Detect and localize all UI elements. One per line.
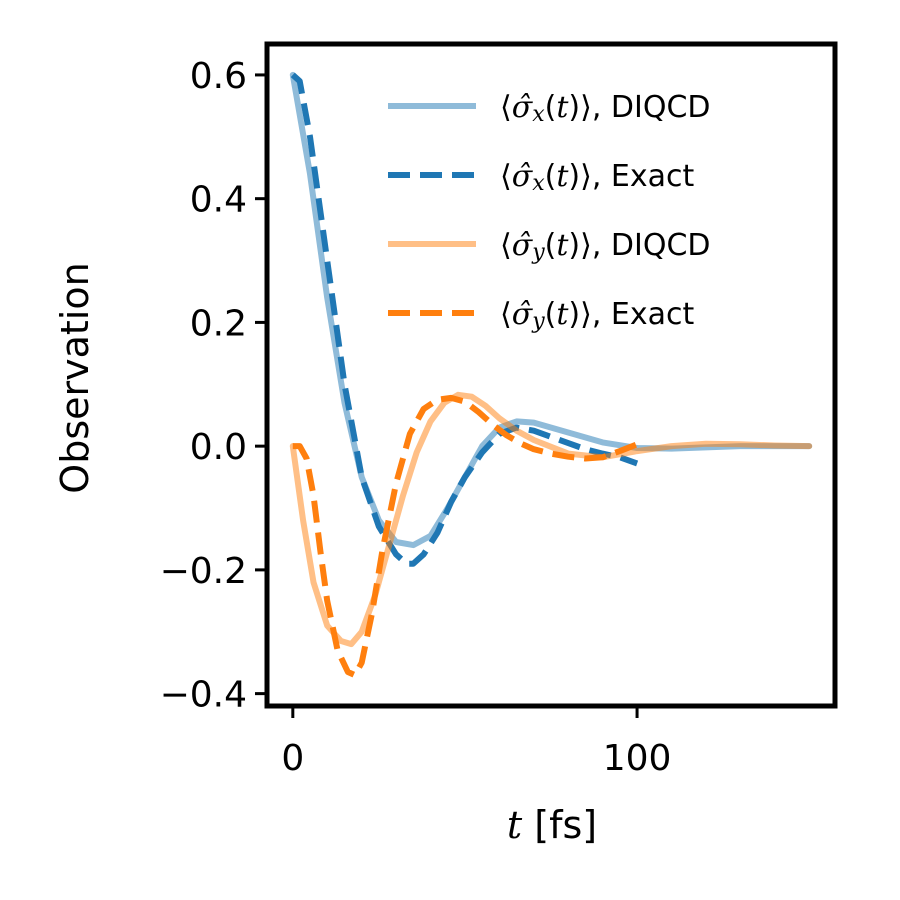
legend-label-1: ⟨σ̂x(t)⟩, DIQCD <box>500 90 711 127</box>
y-tick-label: 0.2 <box>190 303 247 344</box>
x-tick-label: 0 <box>281 738 304 779</box>
legend-label-2: ⟨σ̂x(t)⟩, Exact <box>500 159 694 196</box>
series-line-3 <box>289 391 813 648</box>
y-tick-label: 0.6 <box>190 56 247 97</box>
ticks-layer: 0 100 0.6 0.4 0.2 0.0 −0.2 −0.4 <box>160 56 672 779</box>
y-tick-label: −0.2 <box>160 551 247 592</box>
plot-frame <box>264 41 838 709</box>
legend-label-4: ⟨σ̂y(t)⟩, Exact <box>500 297 694 334</box>
x-axis-label: t [fs] <box>507 803 597 847</box>
x-tick-label: 100 <box>603 738 672 779</box>
legend: ⟨σ̂x(t)⟩, DIQCD ⟨σ̂x(t)⟩, Exact ⟨σ̂y(t)⟩, … <box>388 90 711 334</box>
y-tick-label: 0.4 <box>190 180 247 221</box>
y-tick-label: 0.0 <box>190 427 247 468</box>
legend-label-3: ⟨σ̂y(t)⟩, DIQCD <box>500 228 711 265</box>
series-line-4 <box>292 394 639 679</box>
y-tick-label: −0.4 <box>160 675 247 716</box>
y-axis-label: Observation <box>53 262 97 493</box>
series-layer <box>289 71 813 679</box>
series-line-2 <box>290 72 639 567</box>
